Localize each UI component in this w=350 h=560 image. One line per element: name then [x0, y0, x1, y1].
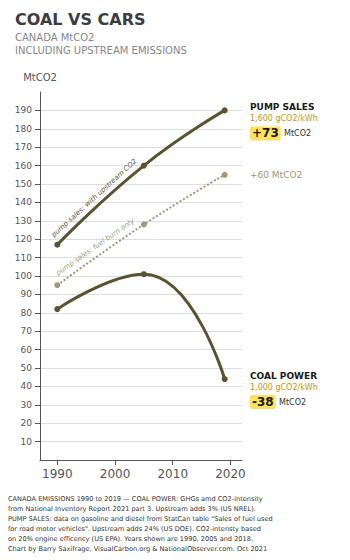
svg-text:2010: 2010	[157, 467, 188, 481]
svg-text:40: 40	[21, 381, 33, 391]
svg-text:160: 160	[15, 161, 32, 171]
svg-text:1990: 1990	[42, 467, 73, 481]
svg-text:+60 MtCO2: +60 MtCO2	[250, 170, 302, 180]
svg-text:from National Inventory Report: from National Inventory Report 2021 part…	[8, 505, 256, 513]
svg-text:170: 170	[15, 142, 32, 152]
svg-text:70: 70	[21, 326, 33, 336]
svg-text:110: 110	[15, 253, 32, 263]
svg-text:10: 10	[21, 437, 33, 447]
svg-text:MtCO2: MtCO2	[23, 72, 57, 83]
svg-text:CANADA EMISSIONS 1990 to 2019: CANADA EMISSIONS 1990 to 2019 — COAL POW…	[8, 495, 263, 503]
svg-text:180: 180	[15, 124, 32, 134]
svg-text:Chart by Barry Saxifrage, Visu: Chart by Barry Saxifrage, VisualCarbon.o…	[8, 545, 267, 553]
svg-text:MtCO2: MtCO2	[284, 129, 311, 138]
svg-text:COAL POWER: COAL POWER	[250, 371, 317, 381]
svg-text:+73: +73	[252, 126, 279, 140]
svg-text:20: 20	[21, 418, 33, 428]
svg-text:2020: 2020	[215, 467, 246, 481]
svg-text:-38: -38	[252, 395, 274, 409]
svg-text:120: 120	[15, 234, 32, 244]
svg-text:MtCO2: MtCO2	[279, 398, 306, 407]
svg-text:1,600 gCO2/kWh: 1,600 gCO2/kWh	[250, 114, 318, 123]
svg-text:130: 130	[15, 216, 32, 226]
svg-text:PUMP SALES: PUMP SALES	[250, 102, 314, 112]
svg-text:100: 100	[15, 271, 32, 281]
svg-text:COAL VS CARS: COAL VS CARS	[15, 10, 146, 29]
svg-text:PUMP SALES: data on gasoline a: PUMP SALES: data on gasoline and diesel …	[8, 515, 273, 523]
svg-text:60: 60	[21, 345, 33, 355]
svg-text:CANADA MtCO2: CANADA MtCO2	[15, 32, 94, 43]
svg-text:190: 190	[15, 105, 32, 115]
svg-text:50: 50	[21, 363, 33, 373]
svg-text:pump sales: with upstream CO2: pump sales: with upstream CO2	[50, 157, 139, 240]
svg-text:80: 80	[21, 308, 33, 318]
svg-text:for road motor vehicles". Upst: for road motor vehicles". Upstream adds …	[8, 525, 261, 533]
svg-text:2000: 2000	[100, 467, 131, 481]
svg-text:INCLUDING UPSTREAM EMISSIONS: INCLUDING UPSTREAM EMISSIONS	[15, 45, 187, 56]
svg-text:on 20% engine efficency (US EP: on 20% engine efficency (US EPA). Years …	[8, 535, 253, 543]
svg-text:140: 140	[15, 197, 32, 207]
svg-text:150: 150	[15, 179, 32, 189]
svg-text:pump sales: fuel burn only: pump sales: fuel burn only	[54, 216, 137, 277]
svg-text:30: 30	[21, 400, 33, 410]
svg-text:90: 90	[21, 289, 33, 299]
svg-text:1,000 gCO2/kWh: 1,000 gCO2/kWh	[250, 383, 318, 392]
